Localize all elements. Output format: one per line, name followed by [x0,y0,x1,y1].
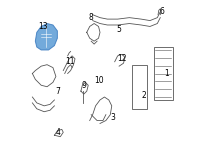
Text: 2: 2 [142,91,146,100]
Text: 8: 8 [89,13,94,22]
Text: 3: 3 [111,113,116,122]
Bar [154,47,173,100]
Text: 11: 11 [65,57,75,66]
Text: 6: 6 [159,7,164,16]
Bar [132,65,147,109]
Text: 1: 1 [165,69,169,78]
Polygon shape [35,24,57,50]
Text: 4: 4 [56,128,61,137]
Text: 7: 7 [56,87,61,96]
Text: 9: 9 [81,81,86,90]
Text: 12: 12 [117,54,127,63]
Text: 10: 10 [94,76,103,85]
Text: 5: 5 [117,25,122,34]
Text: 13: 13 [39,22,48,31]
